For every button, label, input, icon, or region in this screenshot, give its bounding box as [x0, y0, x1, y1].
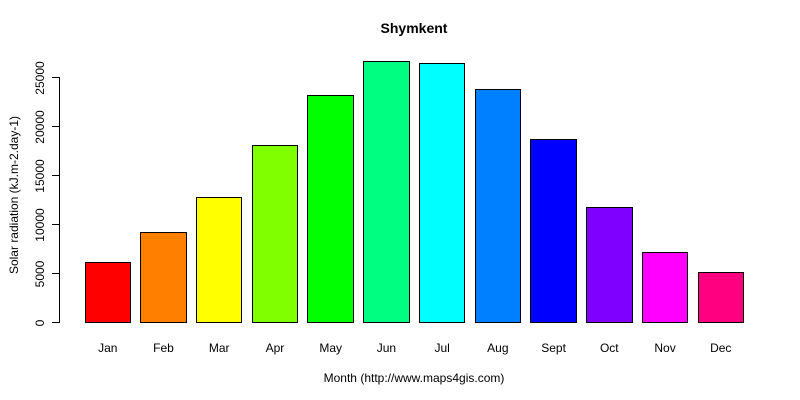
y-axis-tick-label: 25000	[33, 60, 47, 95]
bar-may	[307, 94, 354, 324]
x-axis-tick-label: Jul	[434, 341, 450, 355]
x-axis-tick-label: May	[319, 341, 342, 355]
y-axis-tick	[52, 321, 59, 324]
chart-title: Shymkent	[380, 20, 448, 36]
y-axis-tick-label: 10000	[33, 207, 47, 242]
y-axis-tick-label: 0	[33, 319, 47, 326]
bar-mar	[195, 196, 243, 324]
y-axis-tick-label: 5000	[33, 260, 47, 287]
y-axis-label: Solar radiation (kJ.m-2.day-1)	[7, 115, 21, 275]
bar-feb	[140, 232, 187, 324]
x-axis-tick-label: Dec	[710, 341, 732, 355]
y-axis-tick-label: 15000	[33, 158, 47, 193]
bar-sept	[530, 139, 577, 324]
x-axis-tick-label: Mar	[208, 341, 230, 355]
y-axis-tick	[52, 76, 59, 79]
y-axis-tick	[52, 223, 59, 226]
bar-oct	[586, 206, 633, 324]
y-axis-line	[58, 77, 60, 323]
y-axis-tick	[52, 125, 59, 128]
x-axis-tick-label: Nov	[654, 341, 676, 355]
bar-jun	[363, 60, 410, 324]
bar-dec	[697, 272, 745, 324]
x-axis-tick-label: Jan	[98, 341, 118, 355]
x-axis-tick-label: Oct	[599, 341, 619, 355]
x-axis-tick-label: Feb	[153, 341, 174, 355]
bar-aug	[474, 89, 522, 324]
x-axis-label: Month (http://www.maps4gis.com)	[323, 371, 505, 385]
x-axis-tick-label: Jun	[376, 341, 397, 355]
x-axis-tick-label: Aug	[487, 341, 509, 355]
y-axis-tick-label: 20000	[33, 109, 47, 144]
y-axis-tick	[52, 174, 59, 177]
x-axis-tick-label: Sept	[541, 341, 566, 355]
bar-jul	[418, 62, 466, 324]
bar-nov	[641, 251, 689, 324]
bar-apr	[251, 144, 299, 324]
y-axis-tick	[52, 272, 59, 275]
bar-jan	[84, 261, 131, 324]
x-axis-tick-label: Apr	[265, 341, 285, 355]
